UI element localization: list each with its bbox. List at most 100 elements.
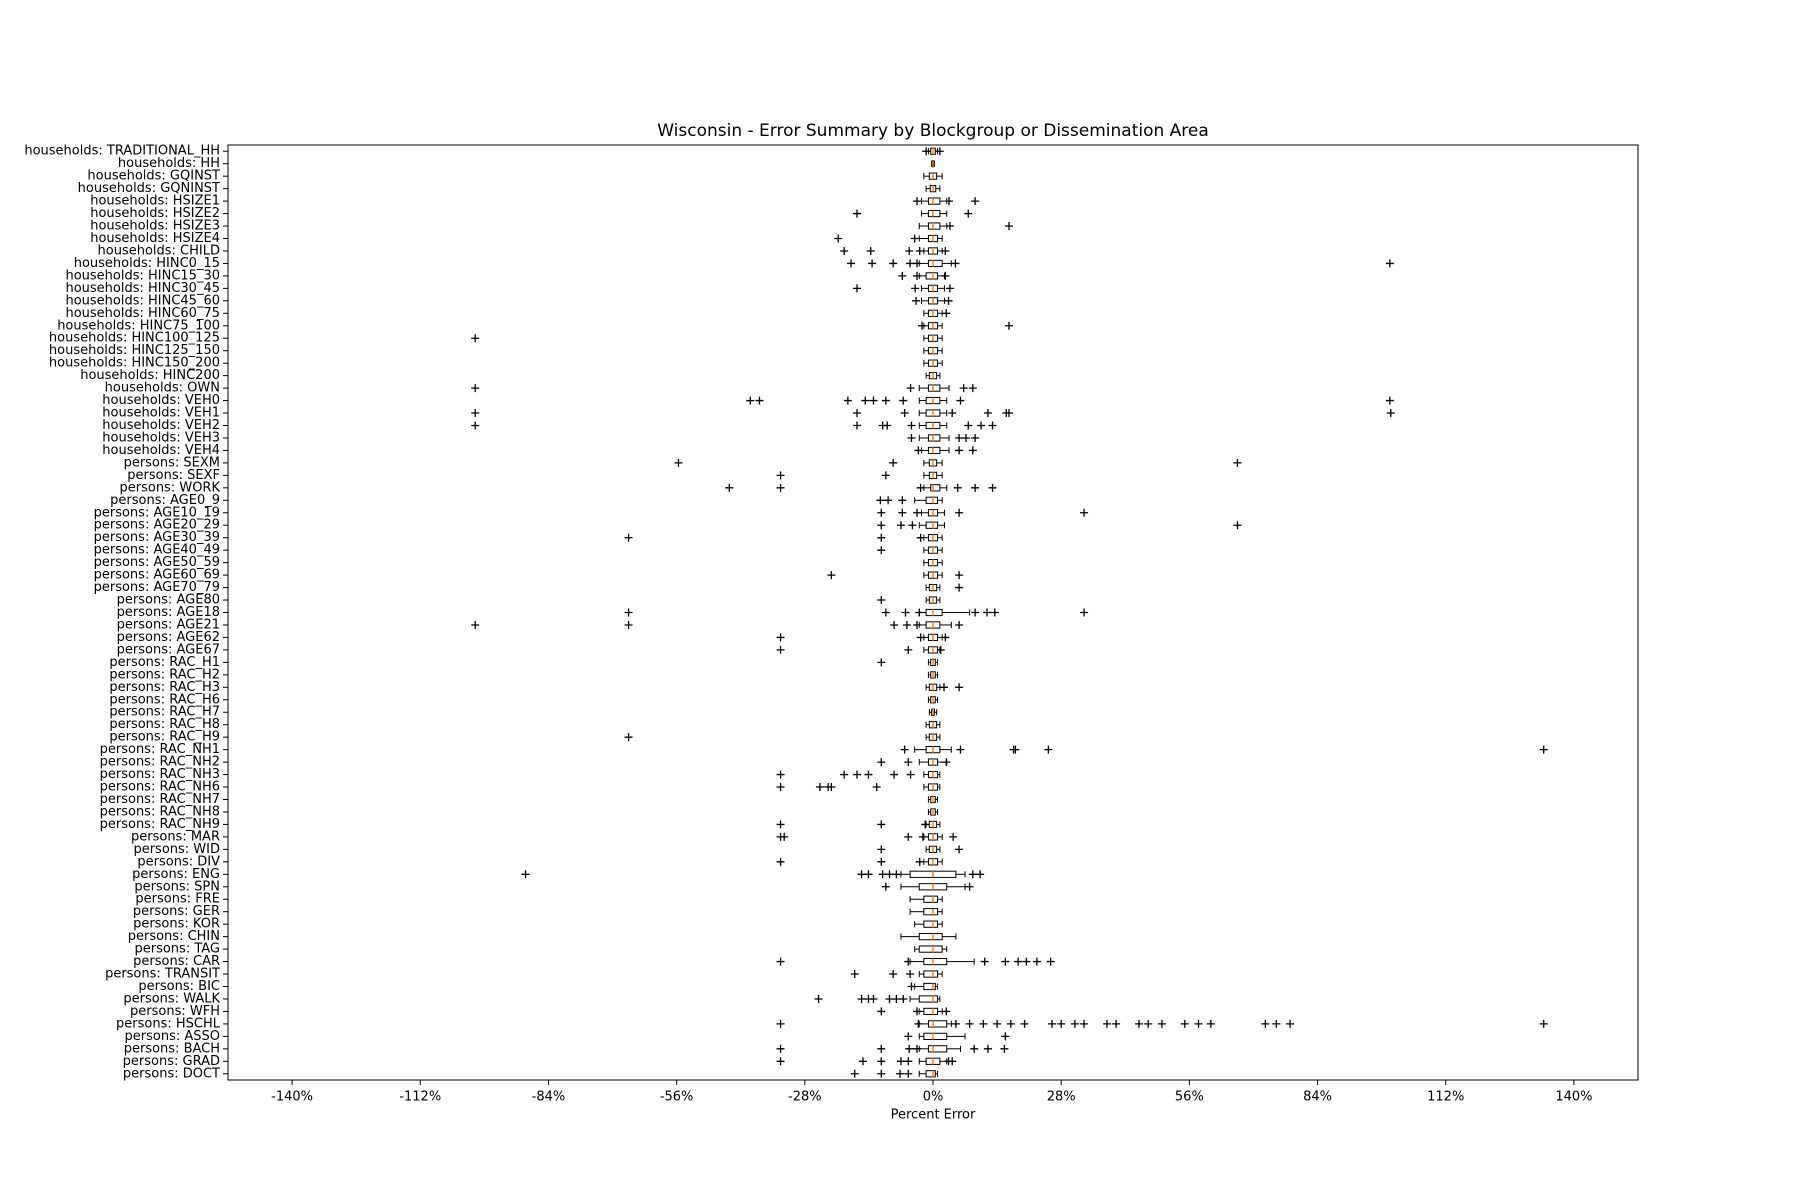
- flier: [944, 296, 953, 305]
- flier: [876, 496, 885, 505]
- flier: [993, 1019, 1002, 1028]
- flier: [955, 583, 964, 592]
- y-tick-label: households: GQINST: [87, 169, 220, 184]
- flier: [904, 957, 913, 966]
- flier: [1004, 321, 1013, 330]
- flier: [955, 433, 964, 442]
- flier: [864, 770, 873, 779]
- flier: [624, 733, 633, 742]
- box: [925, 272, 939, 280]
- flier: [941, 246, 950, 255]
- flier: [1001, 1032, 1010, 1041]
- y-tick-label: households: VEH1: [102, 406, 220, 421]
- flier: [942, 758, 951, 767]
- flier: [959, 384, 968, 393]
- flier: [853, 284, 862, 293]
- y-tick-label: households: TRADITIONAL_HH: [24, 144, 220, 159]
- flier: [1011, 745, 1020, 754]
- flier: [1102, 1019, 1111, 1028]
- box: [923, 895, 939, 903]
- flier: [914, 446, 923, 455]
- flier: [905, 1044, 914, 1053]
- flier: [964, 209, 973, 218]
- flier: [945, 197, 954, 206]
- flier: [942, 309, 951, 318]
- flier: [983, 409, 992, 418]
- box: [918, 933, 943, 941]
- flier: [1386, 409, 1395, 418]
- flier: [955, 683, 964, 692]
- y-tick-label: households: VEH3: [102, 430, 220, 445]
- flier: [979, 1019, 988, 1028]
- x-tick-label: 0%: [923, 1090, 944, 1105]
- flier: [956, 396, 965, 405]
- box: [927, 197, 941, 205]
- flier: [471, 620, 480, 629]
- flier: [902, 620, 911, 629]
- flier: [961, 433, 970, 442]
- y-tick-label: persons: FRE: [135, 892, 220, 907]
- flier: [850, 1069, 859, 1078]
- flier: [861, 396, 870, 405]
- flier: [1272, 1019, 1281, 1028]
- flier: [864, 870, 873, 879]
- y-tick-label: households: HINC15_30: [65, 268, 220, 283]
- flier: [912, 296, 921, 305]
- flier: [1048, 1019, 1057, 1028]
- flier: [941, 271, 950, 280]
- flier: [471, 384, 480, 393]
- flier: [877, 1069, 886, 1078]
- flier: [869, 994, 878, 1003]
- x-axis-label: Percent Error: [891, 1108, 976, 1123]
- flier: [968, 870, 977, 879]
- y-tick-label: persons: RAC_H1: [109, 655, 220, 670]
- flier: [955, 620, 964, 629]
- box: [927, 384, 941, 392]
- flier: [906, 770, 915, 779]
- flier: [915, 246, 924, 255]
- y-tick-label: households: HINC75_100: [57, 318, 220, 333]
- flier: [1180, 1019, 1189, 1028]
- y-tick-label: persons: RAC_H3: [109, 680, 220, 695]
- flier: [1112, 1019, 1121, 1028]
- box: [930, 484, 941, 492]
- y-tick-label: persons: RAC_NH3: [100, 767, 220, 782]
- y-tick-label: persons: AGE60_69: [94, 568, 220, 583]
- y-tick-label: persons: WALK: [123, 991, 220, 1006]
- flier: [877, 1007, 886, 1016]
- flier: [776, 471, 785, 480]
- flier: [624, 533, 633, 542]
- box: [927, 434, 941, 442]
- y-tick-label: persons: RAC_H2: [109, 667, 220, 682]
- flier: [840, 770, 849, 779]
- flier: [853, 421, 862, 430]
- flier: [889, 259, 898, 268]
- y-tick-label: persons: AGE30_39: [94, 530, 220, 545]
- flier: [1233, 521, 1242, 530]
- flier: [904, 758, 913, 767]
- flier: [970, 1044, 979, 1053]
- flier: [916, 533, 925, 542]
- y-tick-label: households: HSIZE2: [90, 206, 220, 221]
- flier: [953, 483, 962, 492]
- y-tick-label: persons: AGE10_19: [94, 505, 220, 520]
- flier: [776, 1057, 785, 1066]
- box: [923, 1007, 939, 1016]
- flier: [877, 758, 886, 767]
- flier: [1046, 957, 1055, 966]
- box: [923, 957, 948, 966]
- flier: [827, 783, 836, 792]
- x-tick-label: 140%: [1555, 1090, 1592, 1105]
- flier: [776, 820, 785, 829]
- flier: [877, 1057, 886, 1066]
- flier: [990, 608, 999, 617]
- y-tick-label: persons: AGE20_29: [94, 518, 220, 533]
- flier: [914, 1019, 923, 1028]
- box: [925, 496, 939, 504]
- y-tick-label: persons: TAG: [134, 942, 220, 957]
- flier: [1004, 409, 1013, 418]
- flier: [904, 1032, 913, 1041]
- box: [925, 608, 943, 617]
- flier: [939, 683, 948, 692]
- flier: [976, 870, 985, 879]
